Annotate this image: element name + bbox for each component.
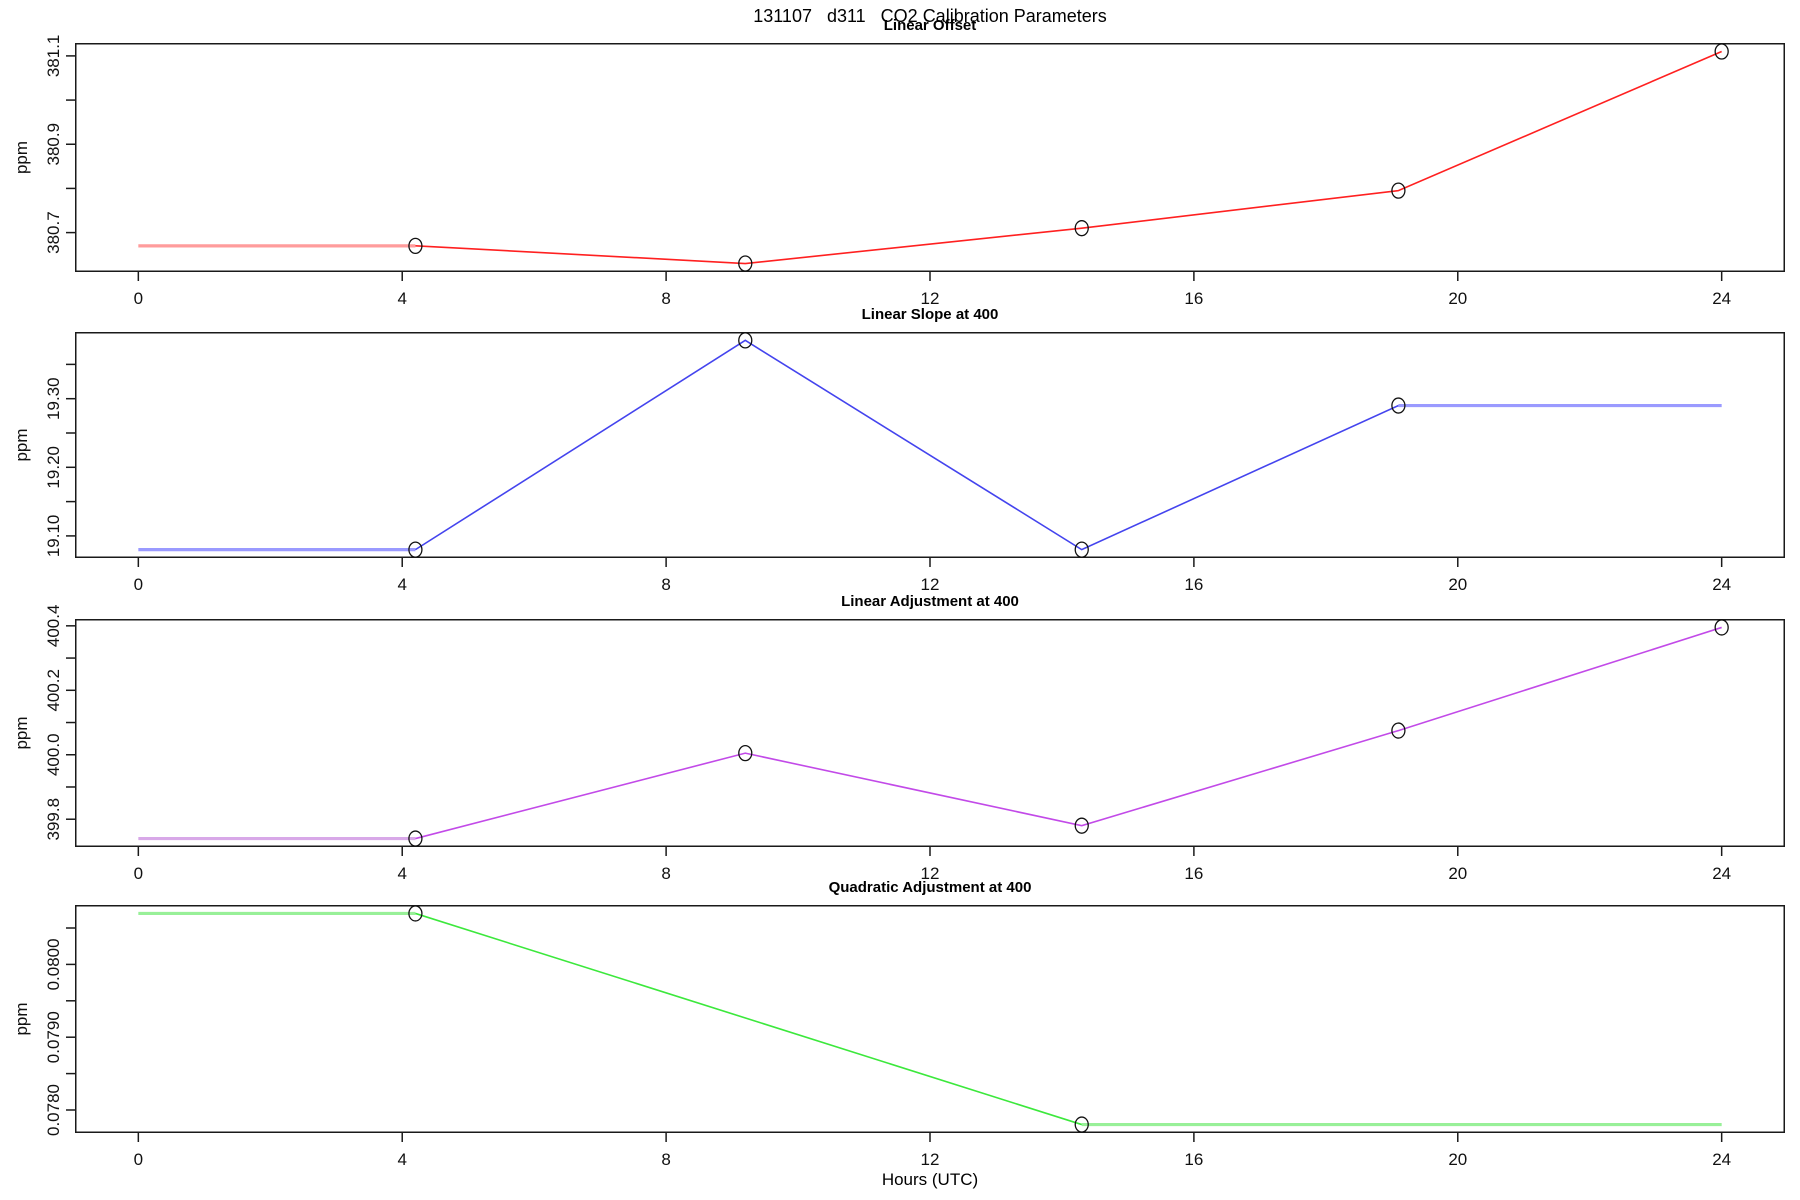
line-chart-svg: 0 4 8 12 16 20 24 0.0780 0.0790 0.0800 ppm xyxy=(12,905,1785,1169)
plot-border xyxy=(75,43,1785,272)
y-axis-unit-label: ppm xyxy=(12,1002,31,1035)
data-point-marker xyxy=(1714,619,1729,636)
x-tick-label: 0 xyxy=(134,1150,143,1169)
data-point-marker xyxy=(1391,397,1406,414)
x-tick-label: 24 xyxy=(1712,575,1731,594)
plot-area: 0 4 8 12 16 20 24 19.10 19.20 19.30 ppm xyxy=(12,332,1785,594)
data-point-marker xyxy=(1391,722,1406,739)
data-point-marker xyxy=(408,541,423,558)
x-tick-label: 20 xyxy=(1448,575,1467,594)
panel-title: Linear Offset xyxy=(883,17,977,34)
x-tick-label: 12 xyxy=(921,1150,940,1169)
page-title: 131107 d311 CO2 Calibration Parameters xyxy=(753,6,1107,26)
data-point-marker xyxy=(408,905,423,922)
y-tick-label: 0.0800 xyxy=(44,938,63,990)
chart-panel-linear-slope: Linear Slope at 400 0 4 8 12 16 20 24 19.10 19.2… xyxy=(12,306,1785,594)
series-line xyxy=(414,339,1399,551)
plot-area: 0 4 8 12 16 20 24 0.0780 0.0790 0.0800 ppm xyxy=(12,905,1785,1169)
line-chart-svg: 0 4 8 12 16 20 24 380.7 380.9 381.1 ppm xyxy=(12,35,1785,308)
y-tick-label: 400.0 xyxy=(44,733,63,776)
x-tick-label: 4 xyxy=(397,289,406,308)
x-tick-label: 8 xyxy=(661,575,670,594)
data-point-marker xyxy=(738,744,753,762)
panel-title: Linear Adjustment at 400 xyxy=(841,593,1019,610)
x-tick-label: 16 xyxy=(1184,289,1203,308)
y-tick-label: 380.9 xyxy=(44,123,63,166)
line-chart-svg: 0 4 8 12 16 20 24 399.8 400.0 400.2 400.4 ppm xyxy=(12,605,1785,883)
x-tick-label: 0 xyxy=(134,864,143,883)
x-tick-label: 16 xyxy=(1184,864,1203,883)
x-tick-label: 4 xyxy=(397,575,406,594)
data-point-marker xyxy=(1074,817,1089,834)
x-tick-label: 24 xyxy=(1712,289,1731,308)
y-axis-unit-label: ppm xyxy=(12,141,31,174)
x-tick-label: 20 xyxy=(1448,289,1467,308)
data-point-marker xyxy=(1074,541,1089,558)
data-point-marker xyxy=(738,255,753,272)
x-tick-label: 8 xyxy=(661,289,670,308)
plot-area: 0 4 8 12 16 20 24 399.8 400.0 400.2 400.4 ppm xyxy=(12,605,1785,883)
y-tick-label: 380.7 xyxy=(44,211,63,254)
data-point-marker xyxy=(1074,1116,1089,1133)
plot-border xyxy=(75,619,1785,847)
y-tick-label: 19.20 xyxy=(44,446,63,489)
x-tick-label: 4 xyxy=(397,1150,406,1169)
panel-title: Quadratic Adjustment at 400 xyxy=(828,879,1032,896)
chart-panel-linear-adjustment: Linear Adjustment at 400 0 4 8 12 16 20 24 399.… xyxy=(12,593,1785,883)
plot-area: 0 4 8 12 16 20 24 380.7 380.9 381.1 ppm xyxy=(12,35,1785,308)
plot-border xyxy=(75,905,1785,1133)
data-point-marker xyxy=(1714,43,1729,60)
data-point-marker xyxy=(408,237,423,254)
line-chart-svg: 0 4 8 12 16 20 24 19.10 19.20 19.30 ppm xyxy=(12,332,1785,594)
chart-panel-quadratic-adjustment: Quadratic Adjustment at 400 0 4 8 12 16 20 24 0… xyxy=(12,879,1785,1169)
x-tick-label: 20 xyxy=(1448,1150,1467,1169)
x-tick-label: 24 xyxy=(1712,864,1731,883)
data-point-marker xyxy=(738,332,753,349)
x-tick-label: 16 xyxy=(1184,575,1203,594)
x-tick-label: 12 xyxy=(921,575,940,594)
plot-border xyxy=(75,332,1785,558)
x-tick-label: 12 xyxy=(921,289,940,308)
y-tick-label: 19.10 xyxy=(44,515,63,558)
x-axis-title: Hours (UTC) xyxy=(881,1170,979,1189)
x-tick-label: 24 xyxy=(1712,1150,1731,1169)
y-axis-unit-label: ppm xyxy=(12,428,31,461)
y-tick-label: 400.4 xyxy=(44,605,63,648)
data-point-marker xyxy=(1074,220,1089,237)
x-tick-label: 8 xyxy=(661,864,670,883)
series-line xyxy=(415,626,1722,840)
y-tick-label: 0.0780 xyxy=(44,1084,63,1136)
panel-title: Linear Slope at 400 xyxy=(861,306,999,323)
y-tick-label: 400.2 xyxy=(44,669,63,712)
x-tick-label: 0 xyxy=(134,289,143,308)
x-tick-label: 20 xyxy=(1448,864,1467,883)
y-tick-label: 399.8 xyxy=(44,798,63,841)
series-line xyxy=(415,50,1722,265)
chart-panel-linear-offset: Linear Offset 0 4 8 12 16 20 24 380.7 380.9 381.1… xyxy=(12,17,1785,308)
y-tick-label: 0.0790 xyxy=(44,1011,63,1063)
x-tick-label: 16 xyxy=(1184,1150,1203,1169)
x-tick-label: 0 xyxy=(134,575,143,594)
x-tick-label: 12 xyxy=(921,864,940,883)
x-tick-label: 4 xyxy=(397,864,406,883)
data-point-marker xyxy=(1391,182,1406,199)
y-axis-unit-label: ppm xyxy=(12,716,31,749)
y-tick-label: 19.30 xyxy=(44,377,63,420)
y-tick-label: 381.1 xyxy=(44,35,63,78)
x-tick-label: 8 xyxy=(661,1150,670,1169)
data-point-marker xyxy=(408,830,423,847)
series-line xyxy=(415,912,1082,1126)
